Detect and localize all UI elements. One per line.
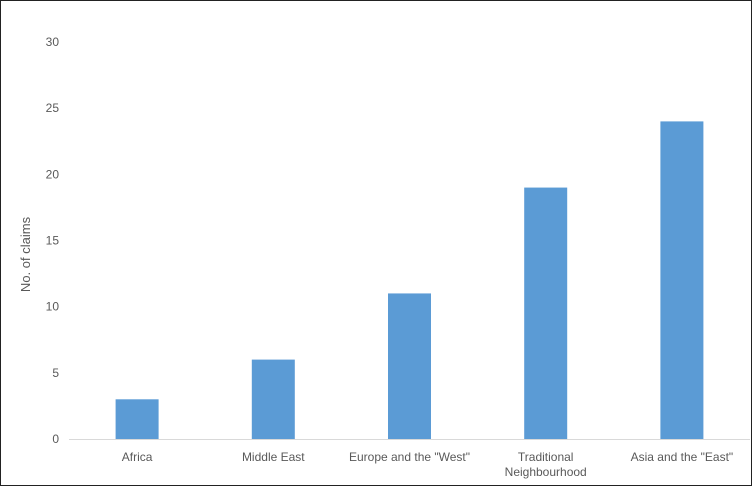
x-tick-label-line: Middle East <box>242 450 305 464</box>
x-tick-label-line: Europe and the "West" <box>349 450 470 464</box>
x-tick-label: Africa <box>122 450 153 464</box>
y-axis-title: No. of claims <box>18 216 33 292</box>
y-tick-label: 0 <box>52 432 59 446</box>
y-axis-title-group: No. of claims <box>18 216 33 292</box>
x-tick-label: Traditional Neighbourhood <box>505 450 587 479</box>
bar <box>660 121 704 440</box>
y-tick-label: 20 <box>46 167 60 181</box>
x-tick-label-line: Africa <box>122 450 153 464</box>
bar <box>388 293 431 439</box>
bar <box>251 359 295 439</box>
bar <box>115 399 159 439</box>
y-tick-label: 15 <box>46 234 60 248</box>
x-tick-label: Middle East <box>242 450 305 464</box>
y-tick-label: 5 <box>52 366 59 380</box>
y-tick-labels: 0 5 10 15 20 25 30 <box>46 35 60 446</box>
x-tick-label-line: Neighbourhood <box>505 465 587 479</box>
y-tick-label: 10 <box>46 300 60 314</box>
y-tick-label: 25 <box>46 101 60 115</box>
x-tick-label: Europe and the "West" <box>349 450 470 464</box>
x-tick-label: Asia and the "East" <box>631 450 734 464</box>
bars <box>115 121 704 440</box>
y-tick-label: 30 <box>46 35 60 49</box>
x-tick-label-line: Traditional <box>518 450 574 464</box>
bar <box>524 187 568 439</box>
x-tick-label-line: Asia and the "East" <box>631 450 734 464</box>
x-tick-labels: Africa Middle East Europe and the "West" Tr… <box>122 450 733 479</box>
